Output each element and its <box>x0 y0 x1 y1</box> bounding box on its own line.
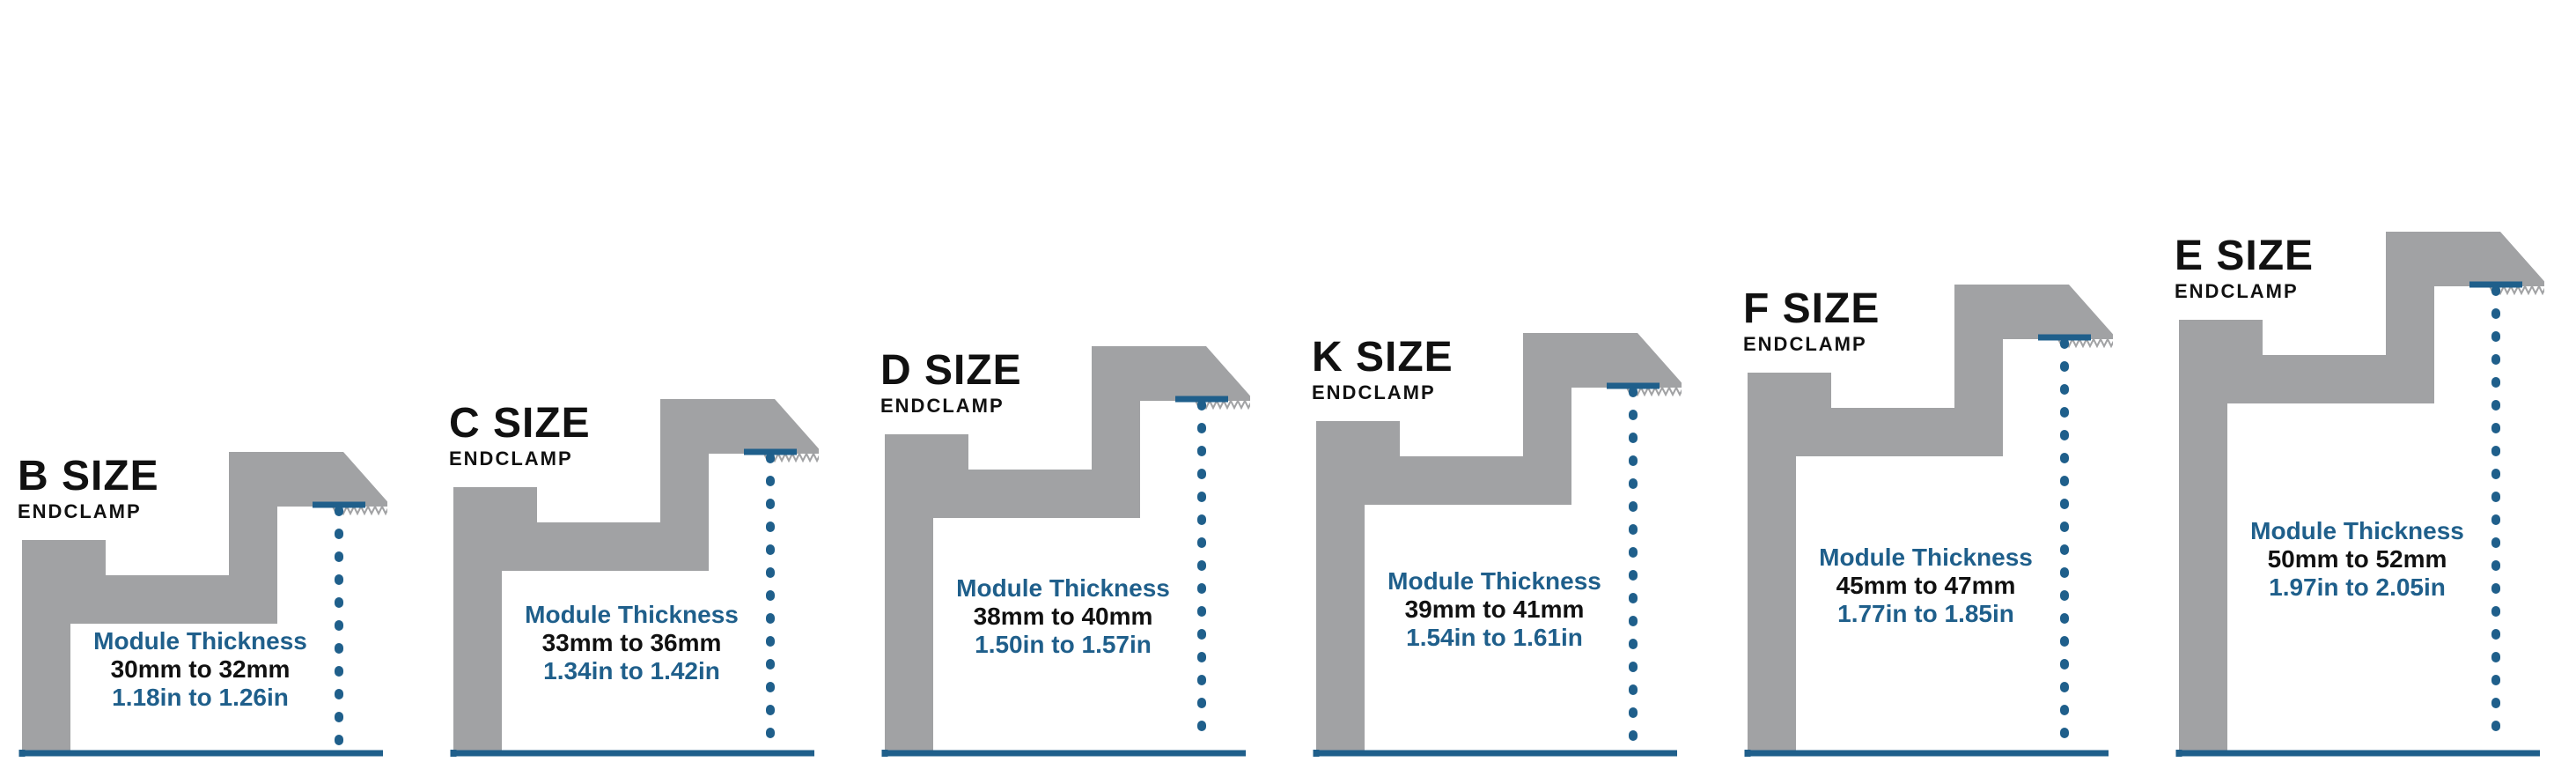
clamp-b: B SIZE ENDCLAMP Module Thickness 30mm to… <box>18 348 387 762</box>
thickness-mm: 39mm to 41mm <box>1369 596 1620 624</box>
clamp-title-f: F SIZE ENDCLAMP <box>1743 285 1880 356</box>
thickness-label: Module Thickness <box>506 601 757 629</box>
thickness-label: Module Thickness <box>75 627 326 655</box>
thickness-in: 1.18in to 1.26in <box>75 684 326 712</box>
thickness-in: 1.54in to 1.61in <box>1369 624 1620 652</box>
endclamp-label: ENDCLAMP <box>1743 333 1880 356</box>
thickness-label: Module Thickness <box>938 574 1189 603</box>
endclamp-label: ENDCLAMP <box>880 395 1022 418</box>
thickness-c: Module Thickness 33mm to 36mm 1.34in to … <box>506 601 757 685</box>
clamp-title-e: E SIZE ENDCLAMP <box>2175 232 2314 303</box>
size-label: E SIZE <box>2175 232 2314 280</box>
size-label: B SIZE <box>18 452 159 500</box>
clamp-c: C SIZE ENDCLAMP Module Thickness 33mm to… <box>449 295 819 762</box>
thickness-in: 1.50in to 1.57in <box>938 631 1189 659</box>
clamp-profile-c <box>449 295 819 762</box>
thickness-mm: 33mm to 36mm <box>506 629 757 657</box>
thickness-label: Module Thickness <box>1369 567 1620 596</box>
size-label: K SIZE <box>1312 333 1454 381</box>
clamp-title-b: B SIZE ENDCLAMP <box>18 452 159 523</box>
clamp-title-d: D SIZE ENDCLAMP <box>880 346 1022 418</box>
size-label: C SIZE <box>449 399 591 448</box>
thickness-label: Module Thickness <box>2232 517 2483 545</box>
size-label: D SIZE <box>880 346 1022 395</box>
thickness-d: Module Thickness 38mm to 40mm 1.50in to … <box>938 574 1189 659</box>
endclamp-label: ENDCLAMP <box>449 448 591 470</box>
thickness-e: Module Thickness 50mm to 52mm 1.97in to … <box>2232 517 2483 602</box>
thickness-b: Module Thickness 30mm to 32mm 1.18in to … <box>75 627 326 712</box>
endclamp-label: ENDCLAMP <box>2175 280 2314 303</box>
thickness-mm: 30mm to 32mm <box>75 655 326 684</box>
thickness-in: 1.34in to 1.42in <box>506 657 757 685</box>
thickness-mm: 45mm to 47mm <box>1800 572 2051 600</box>
clamp-profile-e <box>2175 128 2544 762</box>
size-label: F SIZE <box>1743 285 1880 333</box>
clamp-title-k: K SIZE ENDCLAMP <box>1312 333 1454 404</box>
endclamp-label: ENDCLAMP <box>18 500 159 523</box>
clamp-e: E SIZE ENDCLAMP Module Thickness 50mm to… <box>2175 128 2544 762</box>
clamp-d: D SIZE ENDCLAMP Module Thickness 38mm to… <box>880 242 1250 762</box>
clamp-k: K SIZE ENDCLAMP Module Thickness 39mm to… <box>1312 229 1682 762</box>
thickness-f: Module Thickness 45mm to 47mm 1.77in to … <box>1800 544 2051 628</box>
clamp-f: F SIZE ENDCLAMP Module Thickness 45mm to… <box>1743 181 2113 762</box>
clamp-profile-f <box>1743 181 2113 762</box>
clamp-profile-d <box>880 242 1250 762</box>
clamp-profile-k <box>1312 229 1682 762</box>
thickness-mm: 38mm to 40mm <box>938 603 1189 631</box>
thickness-k: Module Thickness 39mm to 41mm 1.54in to … <box>1369 567 1620 652</box>
thickness-in: 1.97in to 2.05in <box>2232 573 2483 602</box>
thickness-mm: 50mm to 52mm <box>2232 545 2483 573</box>
clamp-title-c: C SIZE ENDCLAMP <box>449 399 591 470</box>
endclamp-label: ENDCLAMP <box>1312 381 1454 404</box>
thickness-label: Module Thickness <box>1800 544 2051 572</box>
thickness-in: 1.77in to 1.85in <box>1800 600 2051 628</box>
